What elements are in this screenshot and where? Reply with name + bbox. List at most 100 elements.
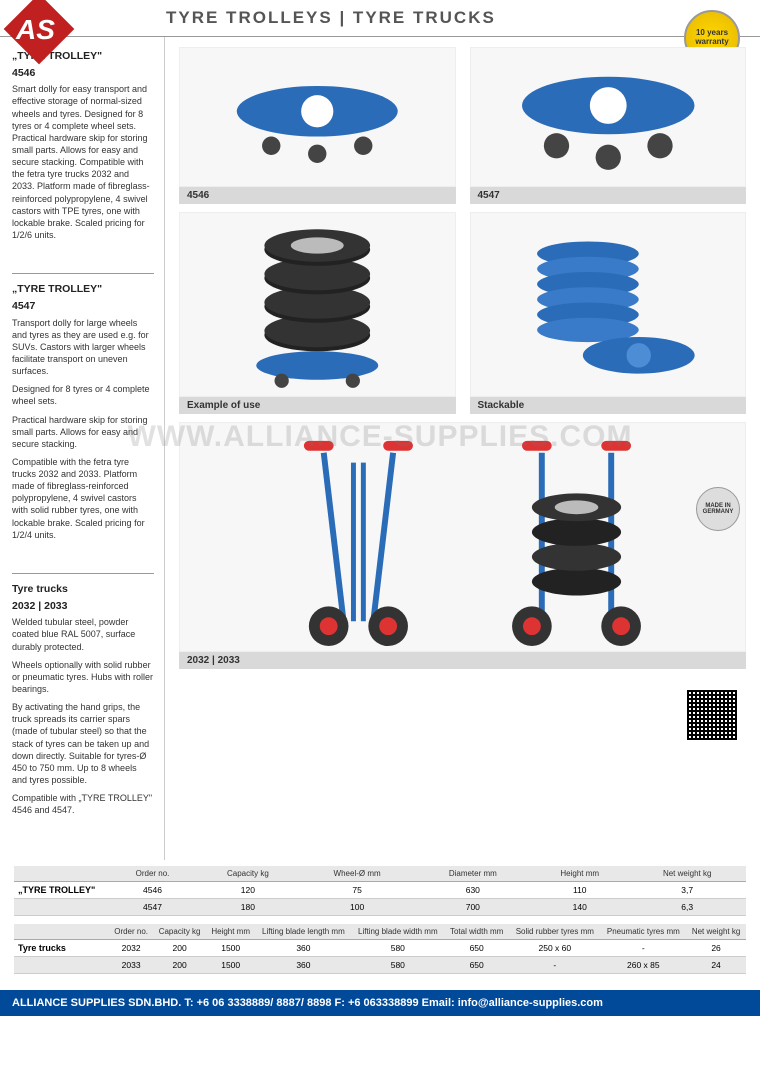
table-header-cell: Wheel-Ø mm [300, 866, 415, 882]
qr-code-icon [684, 687, 740, 743]
table-cell: 2032 [109, 940, 153, 957]
table-cell: 630 [415, 882, 532, 899]
table-header-cell [14, 866, 109, 882]
table-cell: - [600, 940, 686, 957]
stackable-image: Stackable [470, 212, 747, 414]
table-cell: 26 [686, 940, 746, 957]
table-header-cell [14, 924, 109, 940]
table-cell: 200 [153, 940, 206, 957]
table-cell: 75 [300, 882, 415, 899]
table-header-cell: Capacity kg [196, 866, 300, 882]
table-header-cell: Solid rubber tyres mm [509, 924, 600, 940]
table-cell: 110 [531, 882, 628, 899]
table-cell: 120 [196, 882, 300, 899]
tyre-truck-icon [179, 422, 746, 652]
trolley-specs-table: Order no.Capacity kgWheel-Ø mmDiameter m… [14, 866, 746, 916]
table-cell: 1500 [206, 957, 255, 974]
tyres-stacked-icon [179, 212, 456, 397]
image-row-3: 2032 | 2033 [179, 422, 746, 669]
table-header-cell: Pneumatic tyres mm [600, 924, 686, 940]
table-row: 45471801007001406,3 [14, 899, 746, 916]
table-header-cell: Lifting blade length mm [255, 924, 351, 940]
tyre-truck-image: 2032 | 2033 [179, 422, 746, 669]
product-desc: Transport dolly for large wheels and tyr… [12, 317, 154, 378]
image-caption: 2032 | 2033 [179, 652, 746, 669]
table-cell: 3,7 [628, 882, 746, 899]
table-header-cell: Order no. [109, 924, 153, 940]
product-desc: Wheels optionally with solid rubber or p… [12, 659, 154, 695]
table-header-cell: Lifting blade width mm [351, 924, 444, 940]
product-block-trucks: Tyre trucks 2032 | 2033 Welded tubular s… [12, 573, 154, 834]
product-desc: Designed for 8 tyres or 4 complete wheel… [12, 383, 154, 407]
table-cell: 24 [686, 957, 746, 974]
table-cell: 360 [255, 940, 351, 957]
table-cell [14, 899, 109, 916]
sidebar: „TYRE TROLLEY" 4546 Smart dolly for easy… [0, 37, 165, 860]
table-cell: 580 [351, 957, 444, 974]
main-area: 4546 4547 [165, 37, 760, 860]
product-model: 2032 | 2033 [12, 599, 154, 613]
table-cell: Tyre trucks [14, 940, 109, 957]
table-cell: 650 [444, 957, 509, 974]
product-desc: Welded tubular steel, powder coated blue… [12, 616, 154, 652]
table-row: Tyre trucks20322001500360580650250 x 60-… [14, 940, 746, 957]
product-model: 4547 [12, 299, 154, 313]
table-cell: - [509, 957, 600, 974]
table-cell: 2033 [109, 957, 153, 974]
table-cell: 360 [255, 957, 351, 974]
image-row-2: Example of use [179, 212, 746, 414]
product-block-4547: „TYRE TROLLEY" 4547 Transport dolly for … [12, 273, 154, 559]
table-header-cell: Total width mm [444, 924, 509, 940]
product-image-4546: 4546 [179, 47, 456, 204]
example-of-use-image: Example of use [179, 212, 456, 414]
table-cell: „TYRE TROLLEY" [14, 882, 109, 899]
table-header-cell: Net weight kg [686, 924, 746, 940]
table-row: 20332001500360580650-260 x 8524 [14, 957, 746, 974]
image-caption: 4546 [179, 187, 456, 204]
table-cell: 4547 [109, 899, 196, 916]
trolley-image-icon [470, 47, 747, 187]
image-caption: 4547 [470, 187, 747, 204]
table-cell: 200 [153, 957, 206, 974]
table-cell: 580 [351, 940, 444, 957]
stacked-trolleys-icon [470, 212, 747, 397]
product-desc: By activating the hand grips, the truck … [12, 701, 154, 786]
table-header-cell: Net weight kg [628, 866, 746, 882]
table-cell: 650 [444, 940, 509, 957]
table-cell: 6,3 [628, 899, 746, 916]
image-row-1: 4546 4547 [179, 47, 746, 204]
brand-logo: AS [4, 0, 84, 66]
product-title: „TYRE TROLLEY" [12, 282, 154, 296]
product-desc: Compatible with „TYRE TROLLEY" 4546 and … [12, 792, 154, 816]
table-row: „TYRE TROLLEY"4546120756301103,7 [14, 882, 746, 899]
truck-specs-table: Order no.Capacity kgHeight mmLifting bla… [14, 924, 746, 974]
table-cell: 1500 [206, 940, 255, 957]
product-image-4547: 4547 [470, 47, 747, 204]
table-header-cell: Capacity kg [153, 924, 206, 940]
page-header: AS TYRE TROLLEYS | TYRE TRUCKS 10 years … [0, 0, 760, 37]
table-header-cell: Order no. [109, 866, 196, 882]
image-caption: Example of use [179, 397, 456, 414]
table-cell [14, 957, 109, 974]
table-cell: 260 x 85 [600, 957, 686, 974]
table-cell: 4546 [109, 882, 196, 899]
footer-bar: ALLIANCE SUPPLIES SDN.BHD. T: +6 06 3338… [0, 990, 760, 1016]
table-cell: 700 [415, 899, 532, 916]
product-model: 4546 [12, 66, 154, 80]
page-title: TYRE TROLLEYS | TYRE TRUCKS [166, 8, 496, 28]
product-desc: Smart dolly for easy transport and effec… [12, 83, 154, 241]
made-in-germany-badge: MADE IN GERMANY [696, 487, 740, 531]
table-cell: 250 x 60 [509, 940, 600, 957]
image-caption: Stackable [470, 397, 747, 414]
table-cell: 140 [531, 899, 628, 916]
product-block-4546: „TYRE TROLLEY" 4546 Smart dolly for easy… [12, 49, 154, 259]
product-desc: Practical hardware skip for storing smal… [12, 414, 154, 450]
product-desc: Compatible with the fetra tyre trucks 20… [12, 456, 154, 541]
table-header-cell: Height mm [206, 924, 255, 940]
table-header-cell: Height mm [531, 866, 628, 882]
table-cell: 180 [196, 899, 300, 916]
logo-text: AS [16, 14, 55, 46]
trolley-image-icon [179, 47, 456, 187]
product-title: Tyre trucks [12, 582, 154, 596]
table-header-cell: Diameter mm [415, 866, 532, 882]
